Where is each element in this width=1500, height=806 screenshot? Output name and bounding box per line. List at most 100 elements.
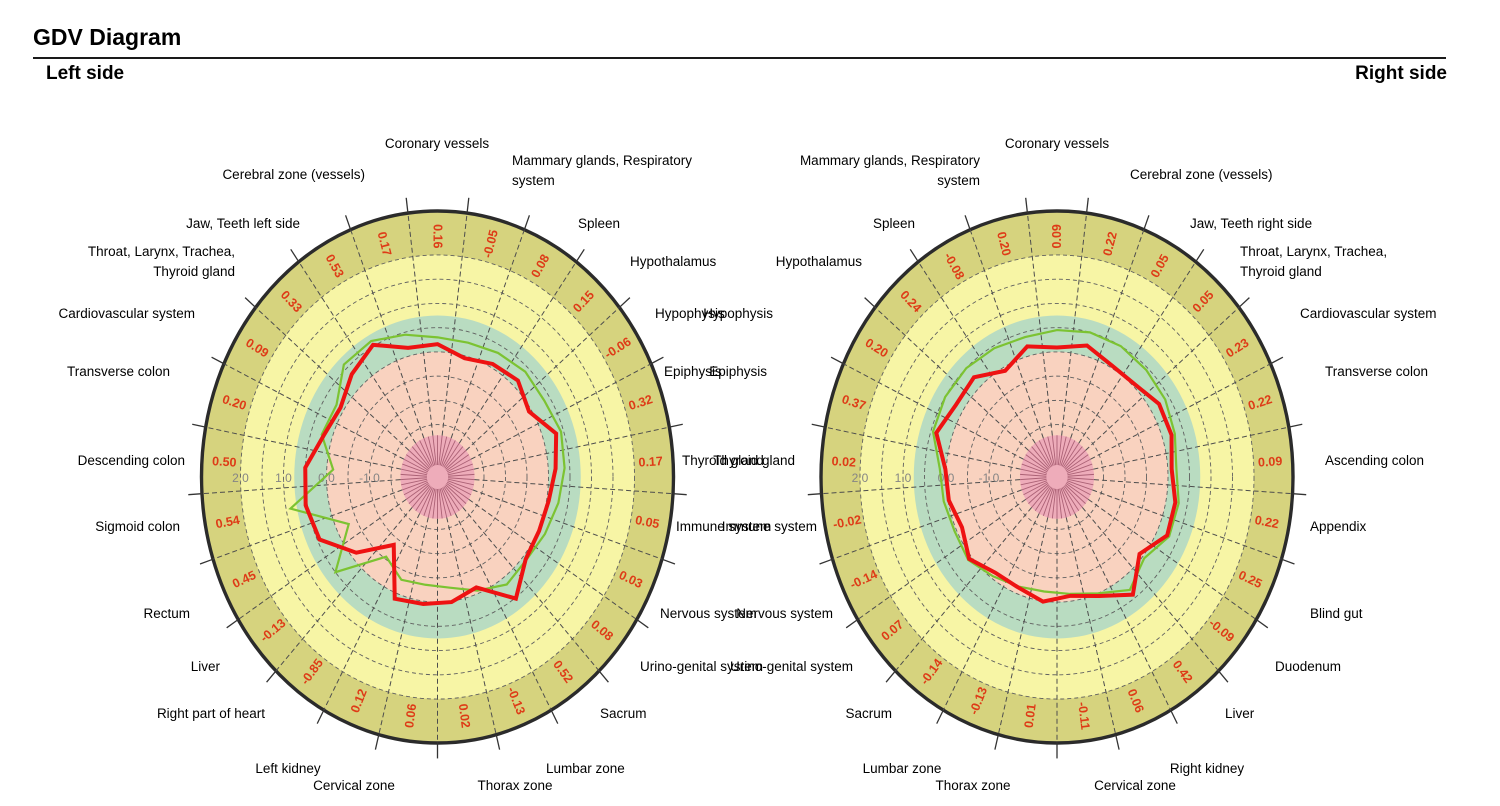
sector-label-line: Jaw, Teeth right side (1190, 216, 1312, 231)
sector-label: Coronary vessels (385, 136, 490, 151)
center-fan-line (440, 438, 452, 467)
sector-label-line: Duodenum (1275, 659, 1341, 674)
sector-tick (1025, 197, 1029, 214)
sector-label-line: Left kidney (255, 761, 321, 776)
sector-spoke (1092, 489, 1282, 560)
sector-value: 0.16 (431, 224, 445, 248)
sector-label: Hypothalamus (630, 254, 717, 269)
title-underline (33, 57, 1446, 59)
center-fan-line (1060, 487, 1072, 516)
sector-tick (1288, 423, 1303, 428)
center-fan-line (415, 442, 432, 468)
sector-label: Sacrum (600, 706, 647, 721)
norm-series-line (931, 328, 1180, 596)
sector-spoke (323, 513, 421, 711)
center-fan-line (1047, 436, 1055, 466)
sector-spoke (470, 363, 652, 460)
sector-label-line: Coronary vessels (385, 136, 490, 151)
sector-spoke (378, 517, 429, 735)
sector-label: Throat, Larynx, Trachea, Thyroid gland (88, 244, 235, 279)
radial-scale-tick-label: 1.0 (895, 471, 912, 485)
sector-label: Throat, Larynx, Trachea, Thyroid gland (1240, 244, 1387, 279)
sector-label: Sigmoid colon (95, 519, 180, 534)
sector-tick (830, 356, 844, 365)
sector-label: Cardiovascular system (1300, 306, 1437, 321)
center-fan-line (1020, 477, 1047, 481)
sector-label-line: Cervical zone (313, 778, 395, 793)
sector-spoke (1070, 229, 1145, 439)
center-fan-line (432, 435, 437, 466)
center-fan-line (1021, 463, 1048, 474)
sector-tick (672, 493, 687, 496)
center-fan-line (1061, 487, 1076, 514)
center-fan-line (1066, 481, 1091, 496)
center-fan-line (1062, 486, 1080, 512)
sector-spoke (212, 489, 403, 560)
sector-tick (819, 558, 833, 565)
sector-tick (936, 709, 944, 724)
center-fan-line (444, 446, 464, 469)
center-fan-line (400, 473, 427, 477)
center-fan-line (408, 450, 430, 470)
sector-label: Spleen (873, 216, 915, 231)
grid-ring (261, 278, 614, 676)
sector-label: Thyroid gland (682, 453, 764, 468)
center-fan-line (448, 477, 475, 481)
radial-scale-tick-label: 1.0 (275, 471, 292, 485)
center-fan-line (1034, 486, 1052, 512)
sector-label: Immune system (676, 519, 771, 534)
sector-tick (266, 670, 277, 683)
sector-spoke (1085, 307, 1240, 451)
center-fan-line (446, 483, 470, 500)
sector-spoke (474, 479, 674, 495)
center-fan-line (447, 480, 473, 491)
sector-label-line: Lumbar zone (546, 761, 625, 776)
sector-label: Lumbar zone (863, 761, 942, 776)
center-fan-line (1066, 463, 1093, 474)
sector-label-line: Mammary glands, Respiratory (512, 153, 692, 168)
sector-label: Urino-genital system (730, 659, 853, 674)
sector-label-line: Right part of heart (157, 706, 265, 721)
sector-value: 0.17 (375, 230, 395, 257)
sector-label-line: Thorax zone (935, 778, 1010, 793)
center-fan-line (432, 488, 437, 519)
center-fan-line (1051, 435, 1057, 466)
sector-label-line: Epiphysis (664, 364, 722, 379)
center-fan-line (423, 438, 435, 467)
sector-tick (290, 248, 300, 263)
center-fan-line (438, 488, 443, 519)
sector-tick (1292, 493, 1307, 496)
center-fan-line (1020, 473, 1047, 477)
sector-tick (374, 734, 380, 750)
sector-label: Jaw, Teeth left side (186, 216, 300, 231)
center-fan-line (1066, 480, 1093, 491)
sector-tick (811, 423, 826, 428)
sector-label: Liver (1225, 706, 1255, 721)
sector-spoke (1078, 261, 1197, 444)
center-fan-line (1025, 483, 1049, 500)
sector-label: Urino-genital system (640, 659, 763, 674)
center-fan-line (1057, 488, 1063, 519)
sector-tick (226, 619, 239, 629)
sector-tick (466, 197, 470, 214)
sector-label-line: Thyroid gland (153, 264, 235, 279)
sector-spoke (1090, 363, 1271, 460)
sector-label-line: system (512, 173, 555, 188)
center-fan-line (411, 485, 431, 508)
sector-spoke (458, 261, 577, 444)
sector-tick (192, 423, 206, 428)
center-fan-line (442, 487, 456, 514)
sector-spoke (895, 507, 1033, 672)
sector-spoke (223, 363, 405, 460)
sector-spoke (275, 507, 413, 672)
sector-label: Appendix (1310, 519, 1367, 534)
sector-label-line: Rectum (143, 606, 190, 621)
radial-scale-tick-label: -1.0 (359, 471, 380, 485)
center-fan-line (1064, 484, 1086, 504)
center-fan-line (401, 478, 428, 486)
center-fan-line (1038, 440, 1053, 467)
sector-spoke (843, 363, 1024, 460)
center-fan-line (1025, 454, 1049, 471)
sector-tick (1195, 248, 1205, 263)
center-fan-line (1061, 440, 1076, 467)
